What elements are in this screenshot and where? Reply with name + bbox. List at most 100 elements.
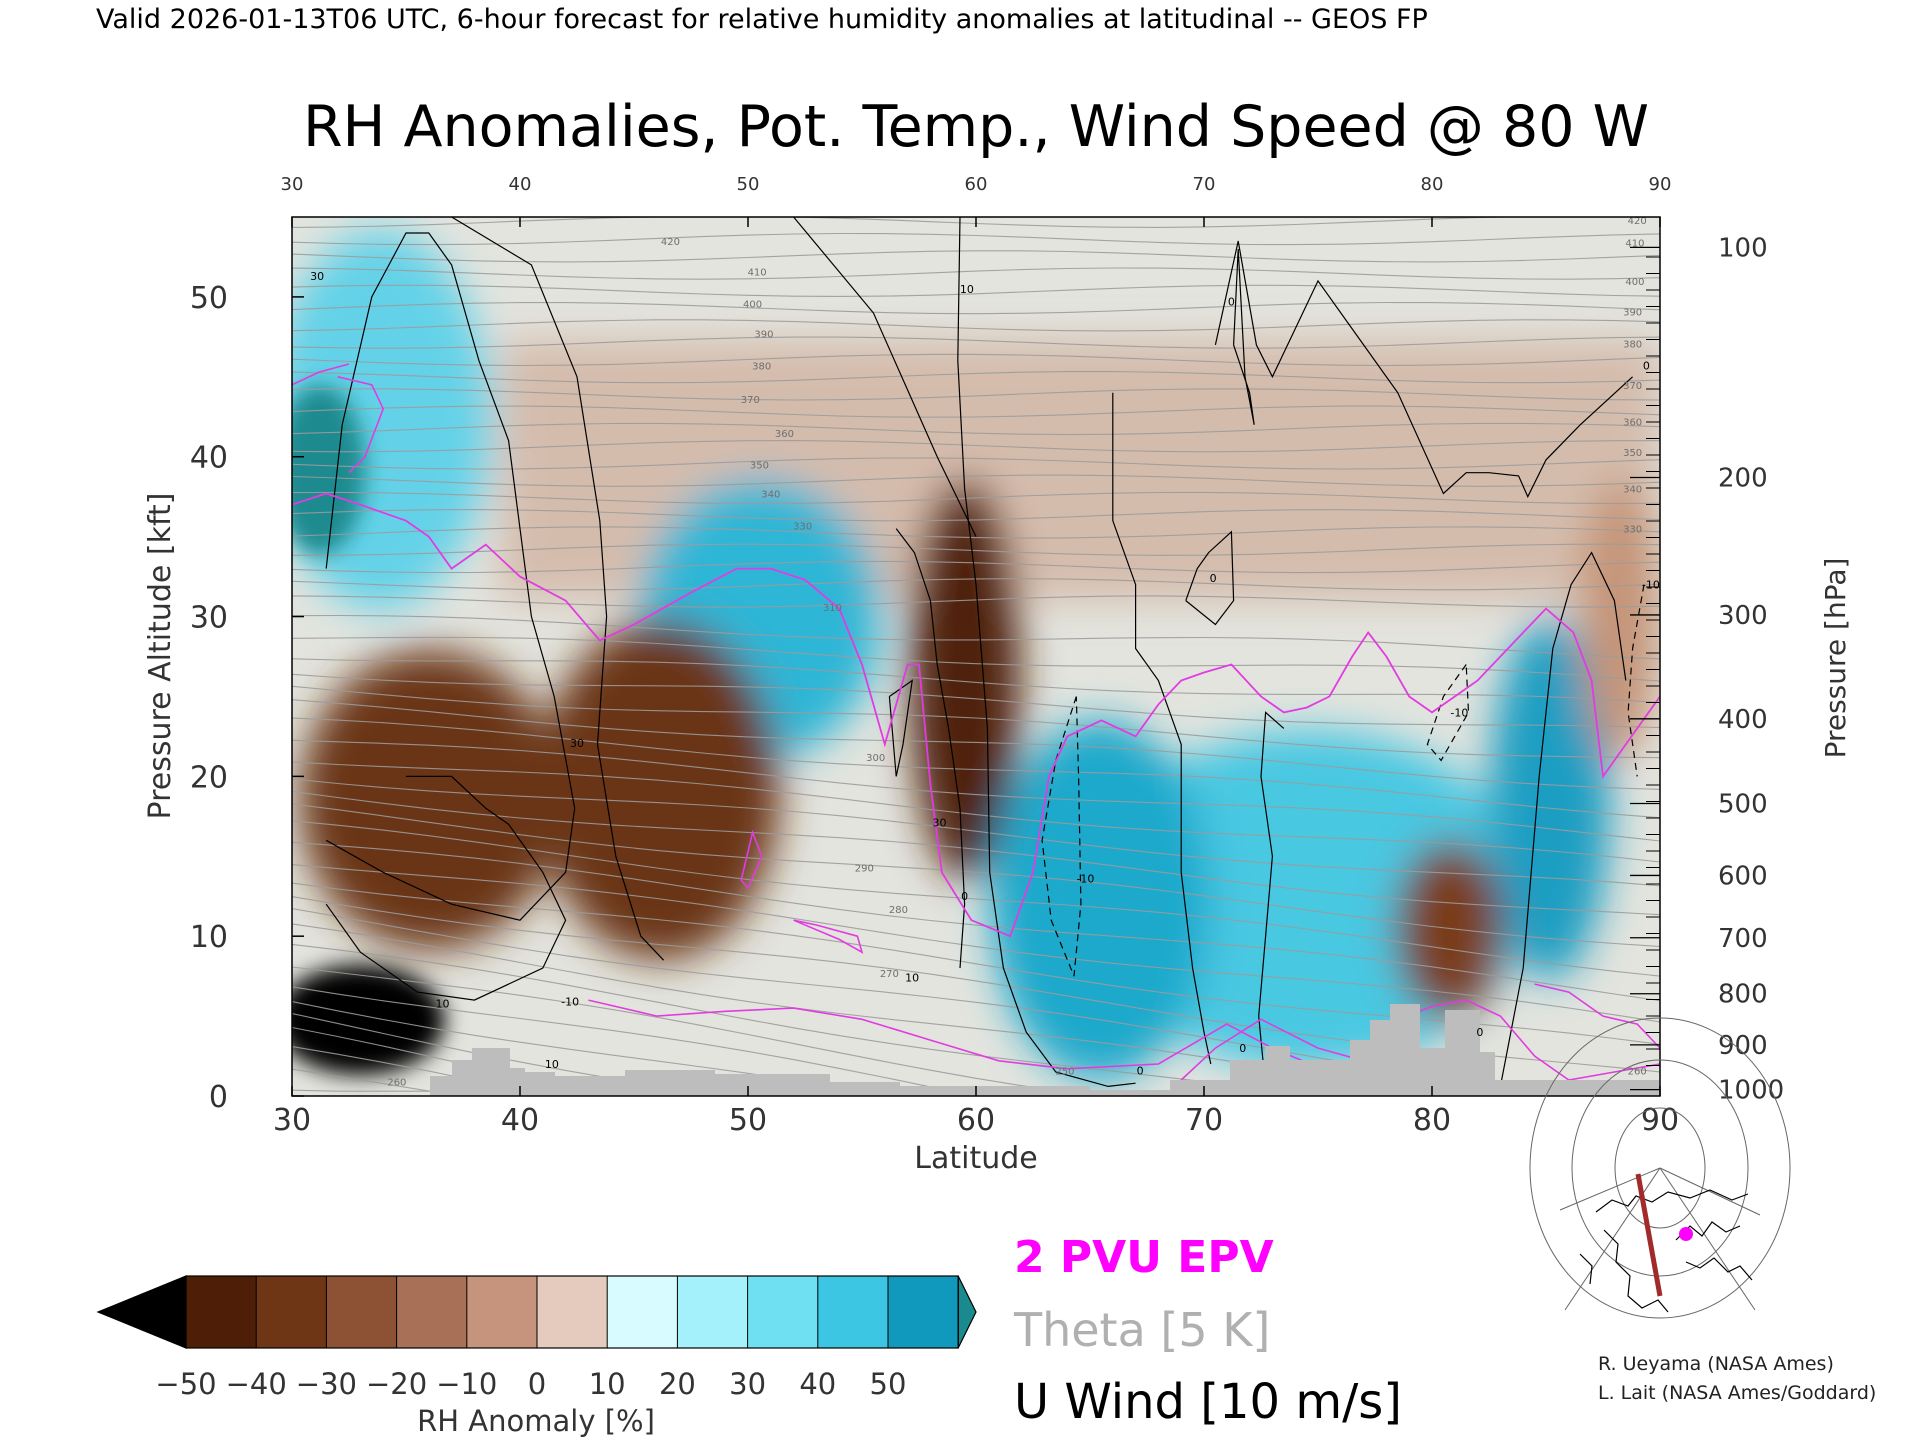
map-highlight-dot	[1679, 1227, 1693, 1241]
theta-contour-label: 290	[855, 863, 874, 874]
dry-pocket-81n	[1395, 840, 1505, 1020]
colorbar-swatch	[677, 1276, 749, 1348]
legend: 2 PVU EPV Theta [5 K] U Wind [10 m/s]	[1013, 1232, 1402, 1430]
lower-moist-region-center	[990, 720, 1210, 1080]
theta-contour	[292, 790, 1660, 916]
epv-contour	[588, 999, 1319, 1070]
theta-contour	[292, 353, 1660, 367]
u-wind-contour	[1112, 392, 1212, 1065]
u-wind-contour	[325, 775, 567, 1001]
colorbar-swatch	[256, 1276, 327, 1348]
u-wind-negative-contour	[1627, 584, 1645, 777]
x-top-tick-label: 90	[1649, 174, 1672, 195]
colorbar-tick-label: −50	[155, 1367, 216, 1401]
u-wind-contour-label: -10	[1450, 706, 1468, 719]
theta-contour-label: 350	[1623, 448, 1642, 459]
pressure-tick-label: 1000	[1718, 1076, 1784, 1106]
map-meridian-3	[1559, 1167, 1661, 1211]
theta-contour	[292, 685, 1660, 759]
u-wind-contour	[957, 217, 1136, 1088]
theta-contour	[292, 284, 1660, 297]
x-top-tick-label: 40	[509, 174, 532, 195]
theta-contour	[292, 440, 1660, 453]
u-wind-contour-label: 10	[435, 997, 449, 1010]
y-tick-label: 0	[209, 1080, 228, 1115]
valid-time-header: Valid 2026-01-13T06 UTC, 6-hour forecast…	[96, 4, 1428, 35]
u-wind-negative-contour	[1426, 664, 1470, 762]
theta-contour-label: 350	[750, 461, 769, 472]
theta-contour-label: 380	[1623, 339, 1642, 350]
epv-contour	[1534, 983, 1660, 1049]
theta-contour	[292, 388, 1660, 401]
pressure-tick-label: 200	[1718, 464, 1768, 494]
y-axis-label-left: Pressure Altitude [kft]	[143, 493, 178, 820]
topography-mask	[430, 1004, 1660, 1096]
y-tick-label: 30	[190, 601, 228, 636]
colorbar-swatch	[888, 1276, 959, 1348]
theta-contour-label: 370	[1623, 381, 1642, 392]
x-tick-label: 90	[1641, 1103, 1679, 1138]
u-wind-contour-label: -10	[1076, 873, 1094, 886]
y-axis-ticks: 0 10 20 30 40 50	[190, 281, 304, 1115]
theta-contour-label: 300	[866, 753, 885, 764]
theta-contour-label: 260	[387, 1078, 406, 1089]
theta-contour-label: 390	[1623, 307, 1642, 318]
theta-contour-label: 420	[661, 237, 680, 248]
theta-contour	[292, 560, 1660, 574]
colorbar-under-arrow	[96, 1275, 187, 1349]
u-wind-contour	[1258, 711, 1285, 1065]
x-tick-label: 70	[1185, 1103, 1223, 1138]
theta-contour	[292, 614, 1660, 660]
theta-contour	[292, 250, 1660, 263]
theta-contour	[292, 422, 1660, 436]
theta-contour	[292, 267, 1660, 280]
map-graticule-inner	[1614, 1107, 1706, 1229]
colorbar-tick-label: 20	[659, 1367, 696, 1401]
legend-entry: Theta [5 K]	[1013, 1303, 1270, 1357]
colorbar-tick-label: 30	[729, 1367, 766, 1401]
theta-contour-label: 410	[1625, 239, 1644, 250]
colorbar-tick-label: 0	[528, 1367, 546, 1401]
theta-contour	[292, 864, 1660, 1023]
theta-contour	[292, 301, 1660, 315]
epv-contour	[337, 376, 385, 474]
theta-contour-label: 340	[761, 489, 780, 500]
theta-contour	[292, 778, 1660, 887]
theta-contour	[292, 636, 1660, 682]
x-top-tick-label: 30	[281, 174, 304, 195]
colorbar-over-arrow	[957, 1275, 977, 1349]
colorbar-tick-label: −10	[436, 1367, 497, 1401]
colorbar-swatch	[466, 1276, 538, 1348]
u-wind-contour	[895, 528, 966, 969]
x-axis-label: Latitude	[914, 1141, 1037, 1176]
map-meridian-2	[1659, 1167, 1756, 1311]
dry-tongue-central	[540, 620, 780, 960]
theta-contour	[292, 232, 1660, 246]
theta-contour	[292, 491, 1660, 505]
colorbar-swatch	[537, 1276, 608, 1348]
plot-area: 4204104003903803703603503403303103002902…	[292, 201, 1660, 1096]
theta-contour	[292, 371, 1660, 384]
u-wind-contour-label: 0	[1239, 1042, 1246, 1055]
map-graticule-middle	[1571, 1059, 1749, 1277]
y-tick-label: 50	[190, 281, 228, 316]
theta-contour	[292, 595, 1660, 608]
theta-contour	[292, 578, 1660, 591]
y-axis-label-right: Pressure [hPa]	[1819, 558, 1852, 759]
u-wind-contour-label: 0	[1228, 296, 1235, 309]
theta-contour	[292, 841, 1660, 1002]
theta-contour	[292, 803, 1660, 948]
u-wind-contour	[1214, 240, 1634, 499]
theta-contour	[292, 717, 1660, 819]
theta-contour	[292, 405, 1660, 418]
theta-contour	[292, 761, 1660, 863]
pressure-tick-label: 600	[1718, 861, 1768, 891]
theta-contour	[292, 543, 1660, 556]
theta-contour	[292, 201, 1660, 210]
theta-contour-label: 420	[1628, 216, 1647, 227]
u-wind-contour-label: -10	[1642, 579, 1660, 592]
theta-contour	[292, 820, 1660, 977]
pressure-tick-label: 800	[1718, 980, 1768, 1010]
legend-entry: U Wind [10 m/s]	[1014, 1374, 1402, 1430]
